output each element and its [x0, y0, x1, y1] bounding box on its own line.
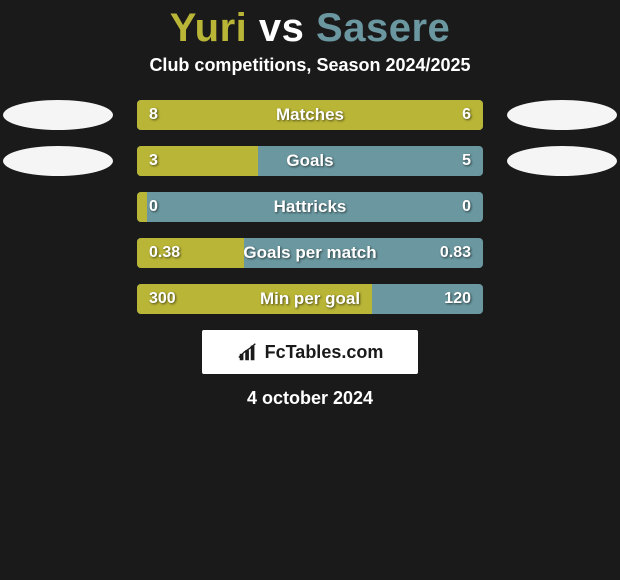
title-player2: Sasere — [316, 6, 450, 50]
page-title: Yuri vs Sasere — [0, 0, 620, 55]
stat-left-value: 3 — [149, 152, 158, 170]
flag-right — [507, 100, 617, 130]
stat-label: Min per goal — [260, 289, 360, 309]
stat-row: 300 Min per goal 120 — [0, 284, 620, 314]
stat-bar: 8 Matches 6 — [137, 100, 483, 130]
stat-label: Goals per match — [243, 243, 376, 263]
stat-label: Goals — [286, 151, 333, 171]
comparison-rows: 8 Matches 6 3 Goals 5 0 Hattricks 0 0.38 Goals per… — [0, 100, 620, 314]
stat-label: Matches — [276, 105, 344, 125]
stat-bar: 0.38 Goals per match 0.83 — [137, 238, 483, 268]
stat-right-value: 6 — [462, 106, 471, 124]
stat-right-value: 0 — [462, 198, 471, 216]
title-vs: vs — [259, 6, 305, 50]
subtitle: Club competitions, Season 2024/2025 — [0, 55, 620, 100]
stat-left-value: 8 — [149, 106, 158, 124]
stat-left-value: 0 — [149, 198, 158, 216]
stat-left-value: 0.38 — [149, 244, 180, 262]
flag-left — [3, 100, 113, 130]
date: 4 october 2024 — [0, 388, 620, 409]
stat-row: 8 Matches 6 — [0, 100, 620, 130]
flag-left — [3, 146, 113, 176]
stat-label: Hattricks — [274, 197, 347, 217]
stat-row: 3 Goals 5 — [0, 146, 620, 176]
stat-left-value: 300 — [149, 290, 176, 308]
logo-box: FcTables.com — [202, 330, 418, 374]
stat-bar-fill — [137, 192, 147, 222]
stat-bar: 3 Goals 5 — [137, 146, 483, 176]
bar-chart-icon — [237, 341, 259, 363]
stat-right-value: 5 — [462, 152, 471, 170]
stat-right-value: 0.83 — [440, 244, 471, 262]
flag-right — [507, 146, 617, 176]
stat-bar: 300 Min per goal 120 — [137, 284, 483, 314]
stat-row: 0 Hattricks 0 — [0, 192, 620, 222]
stat-right-value: 120 — [444, 290, 471, 308]
stat-row: 0.38 Goals per match 0.83 — [0, 238, 620, 268]
logo-text: FcTables.com — [265, 342, 384, 363]
stat-bar: 0 Hattricks 0 — [137, 192, 483, 222]
title-player1: Yuri — [170, 6, 248, 50]
